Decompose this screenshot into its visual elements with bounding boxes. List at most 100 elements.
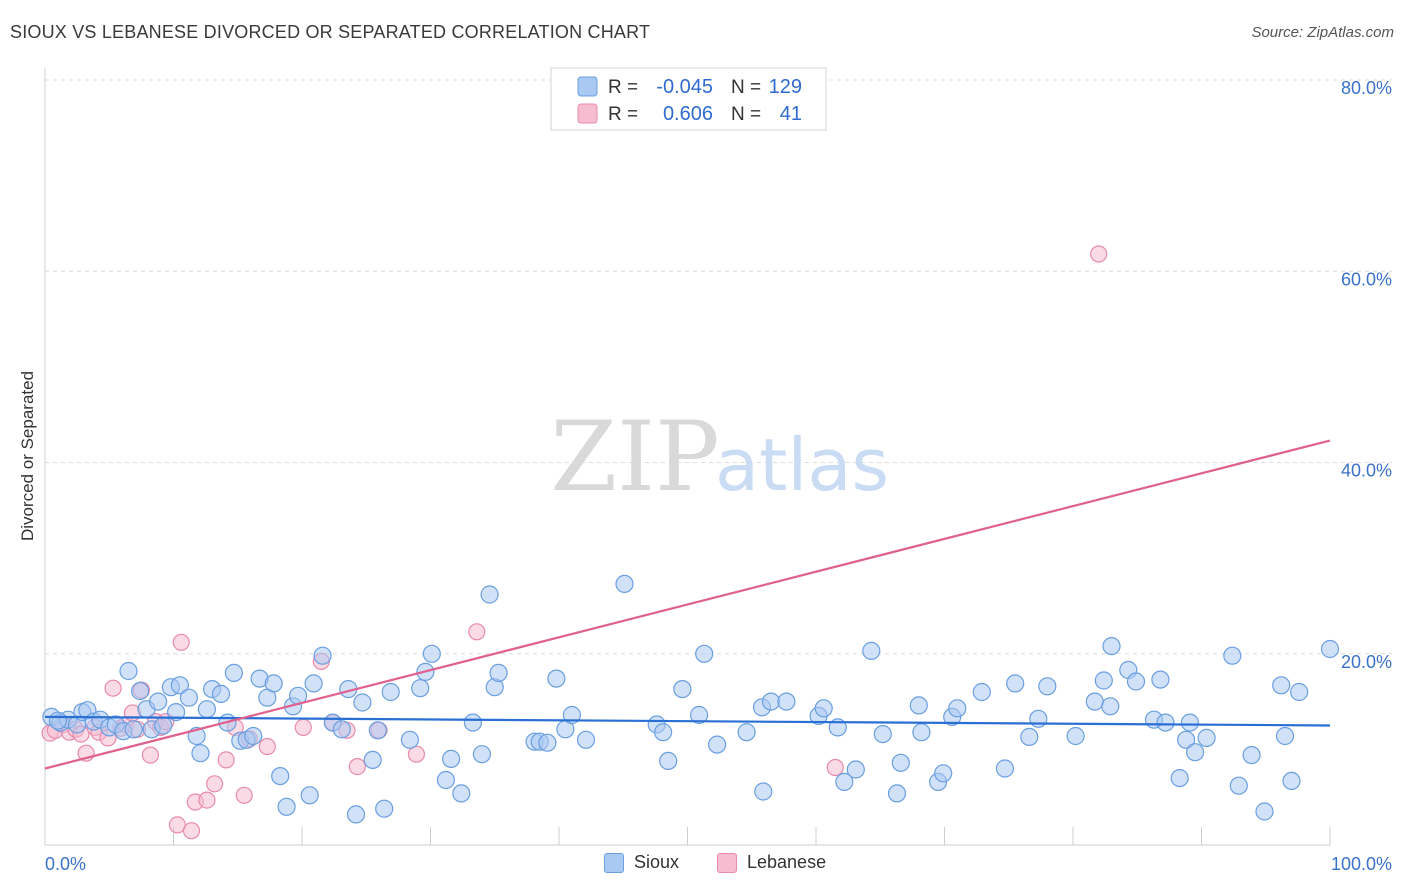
lebanese-point [217,751,235,769]
sioux-point [224,663,243,683]
sioux-point [131,681,150,701]
sioux-point [777,692,796,711]
sioux-point [1006,674,1025,693]
lebanese-point [206,775,224,793]
sioux-point [368,721,387,740]
sioux-point [1320,639,1340,659]
grid-lines [45,79,1392,655]
sioux-point [149,692,168,711]
sioux-point [197,700,216,719]
chart-title: SIOUX VS LEBANESE DIVORCED OR SEPARATED … [10,22,651,42]
sioux-point [1176,730,1196,749]
sioux-point [271,766,290,786]
y-tick-label: 20.0% [1341,652,1392,672]
sioux-point [659,751,678,771]
watermark-atlas: atlas [715,423,889,507]
lebanese-point [258,737,276,756]
sioux-point [846,760,865,779]
sioux-trend-line [44,715,1331,727]
y-tick-label: 60.0% [1341,269,1392,289]
sioux-point [400,730,419,749]
sioux-point [119,661,138,681]
sioux-point [1094,671,1113,690]
sioux-point [1156,713,1175,732]
trend-lines [44,439,1331,770]
y-tick-label: 80.0% [1341,78,1392,98]
sioux-point [1229,776,1248,795]
sioux-point [1180,713,1200,732]
sioux-point [909,696,928,715]
lebanese-point [172,633,190,651]
sioux-point [264,674,283,693]
y-tick-label: 40.0% [1341,461,1392,481]
sioux-point [1242,745,1261,765]
legend-item-sioux: Sioux [604,852,679,873]
sioux-point [695,644,714,663]
sioux-point [154,716,173,735]
lebanese-point [141,746,159,764]
sioux-point [436,770,455,790]
sioux-point [887,784,907,803]
lebanese-swatch-icon [717,852,737,873]
legend-label-sioux: Sioux [634,852,680,872]
sioux-point [1275,726,1295,746]
lebanese-r-value: 0.606 [663,103,713,125]
sioux-point [313,646,332,665]
sioux-point [615,574,634,594]
sioux-swatch-icon [604,852,624,873]
sioux-point [191,744,210,763]
sioux-point [411,679,430,698]
sioux-point [124,720,143,739]
sioux-point [422,644,441,663]
lebanese-point [826,758,844,777]
sioux-point [375,799,394,818]
sioux-point [472,745,491,764]
sioux-point [442,749,461,769]
sioux-point [754,782,773,801]
y-axis-label: Divorced or Separated [18,371,37,541]
sioux-point [489,663,508,683]
sioux-point [562,705,582,725]
sioux-point [707,735,727,754]
sioux-point [1170,768,1189,788]
legend-item-lebanese: Lebanese [717,852,826,873]
sioux-point [211,684,231,704]
sioux-point [873,724,892,744]
sioux-point [1290,682,1309,702]
watermark: ZIP atlas [550,401,889,513]
sioux-point [277,797,296,816]
x-tick-label-max: 100.0% [1331,854,1392,874]
sioux-legend-swatch [577,76,598,97]
sioux-point [244,726,263,746]
sioux-point [346,805,366,824]
sioux-point [737,723,756,742]
sioux-point [1223,646,1242,665]
sioux-points [42,574,1340,824]
sioux-point [862,641,881,661]
axes: 20.0% 40.0% 60.0% 80.0% 0.0% 100.0% [44,68,1392,874]
sioux-n-value: 129 [769,76,802,98]
lebanese-point [468,623,486,641]
sioux-point [332,720,351,739]
sioux-point [304,674,323,693]
source-credit: Source: ZipAtlas.com [1251,24,1394,41]
sioux-r-value: -0.045 [656,76,713,98]
sioux-point [167,702,186,722]
legend-label-lebanese: Lebanese [747,852,827,872]
stats-legend: R = -0.045 N = 129 R = 0.606 N = 41 [550,67,827,131]
lebanese-point [235,786,253,804]
lebanese-point [182,822,201,840]
lebanese-point [294,718,312,737]
sioux-point [1151,670,1170,689]
sioux-r-label: R = [608,77,638,98]
series-legend: Sioux Lebanese [0,852,1406,878]
sioux-point [480,585,499,604]
lebanese-point [198,791,216,809]
sioux-n-label: N = [731,77,761,98]
sioux-point [179,688,198,707]
sioux-point [353,693,372,712]
sioux-point [363,750,382,770]
sioux-point [1255,802,1274,821]
sioux-point [1038,677,1057,696]
